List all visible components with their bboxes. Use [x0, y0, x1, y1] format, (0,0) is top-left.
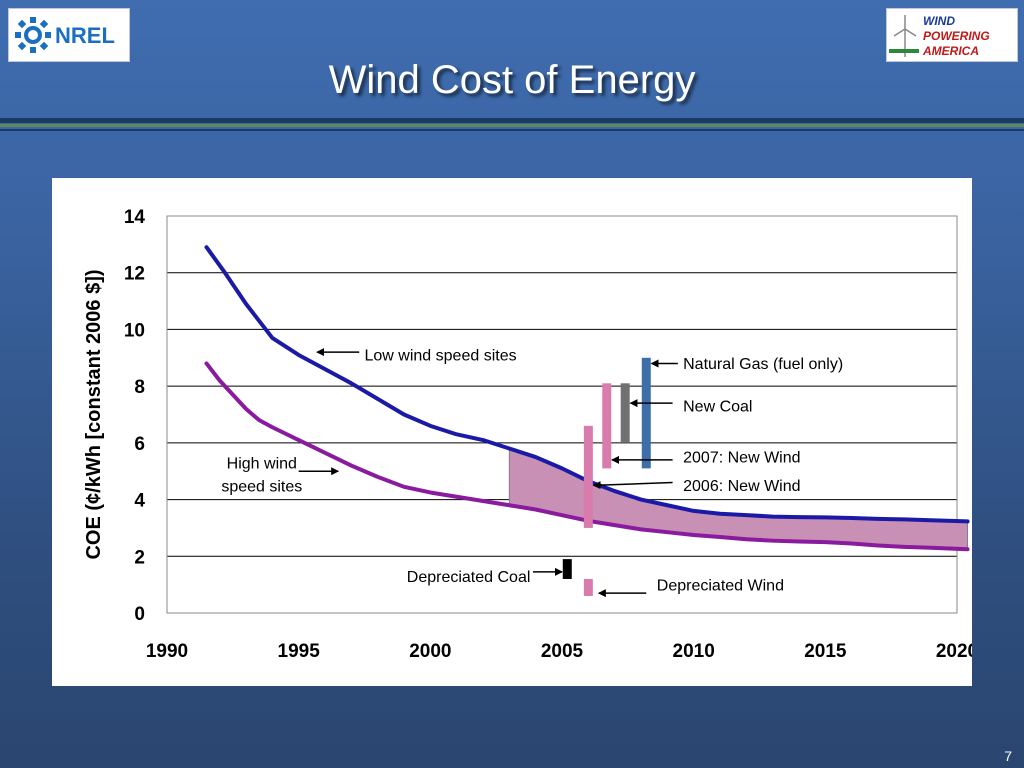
nrel-sun-icon: NREL: [15, 17, 115, 53]
range-bar: [602, 383, 612, 469]
nrel-logo-text: NREL: [55, 23, 115, 48]
y-tick-label: 2: [134, 547, 145, 568]
range-bar: [641, 357, 651, 469]
grass-icon: [889, 49, 919, 53]
x-tick-label: 2000: [409, 641, 451, 662]
annotation-label: High wind: [227, 455, 297, 472]
y-tick-label: 8: [134, 377, 145, 398]
title-divider-accent: [0, 124, 1024, 127]
wind-powering-america-logo: WIND POWERING AMERICA: [886, 8, 1018, 62]
title-divider: [0, 118, 1024, 123]
annotation-label: Low wind speed sites: [365, 348, 517, 365]
x-tick-label: 1995: [278, 641, 321, 662]
y-tick-label: 0: [134, 604, 145, 625]
title-divider-thin: [0, 129, 1024, 131]
chart-panel: 0 2 4 6 8 10 12 14 1990 1995 2000 2005 2010 2015 2020 C…: [52, 178, 972, 686]
cost-of-energy-chart: 0 2 4 6 8 10 12 14 1990 1995 2000 2005 2010 2015 2020 C…: [83, 207, 972, 662]
slide-title: Wind Cost of Energy: [328, 58, 696, 102]
annotation-label: Natural Gas (fuel only): [683, 356, 843, 373]
plot-area: [166, 215, 958, 614]
y-tick-label: 14: [124, 207, 146, 228]
range-bar: [620, 383, 630, 443]
range-bar: [562, 559, 572, 579]
y-tick-label: 12: [124, 264, 145, 285]
annotation-label: Depreciated Wind: [657, 577, 784, 594]
annotation-label: 2006: New Wind: [683, 478, 800, 495]
annotation-arrow: [592, 481, 673, 490]
logo-line-wind: WIND: [923, 14, 955, 28]
series-line: [204, 361, 970, 552]
x-tick-label: 2015: [804, 641, 847, 662]
page-number: 7: [1004, 748, 1012, 764]
annotation-label: Depreciated Coal: [407, 569, 531, 586]
logo-line-america: AMERICA: [922, 44, 979, 58]
series-line: [204, 245, 970, 524]
x-tick-label: 2005: [541, 641, 584, 662]
range-bar: [583, 425, 593, 528]
x-tick-label: 2020: [936, 641, 972, 662]
annotation-label: New Coal: [683, 399, 752, 416]
y-axis-label: COE (¢/kWh [constant 2006 $]): [83, 269, 105, 559]
logo-line-powering: POWERING: [923, 29, 990, 43]
y-tick-label: 4: [134, 491, 145, 512]
y-tick-label: 10: [124, 320, 145, 341]
y-tick-label: 6: [134, 434, 145, 455]
annotation-label: 2007: New Wind: [683, 450, 800, 467]
annotation-label: speed sites: [221, 478, 302, 495]
range-bar: [583, 578, 593, 596]
x-tick-label: 1990: [146, 641, 188, 662]
nrel-logo: NREL: [8, 8, 130, 62]
x-tick-label: 2010: [673, 641, 715, 662]
